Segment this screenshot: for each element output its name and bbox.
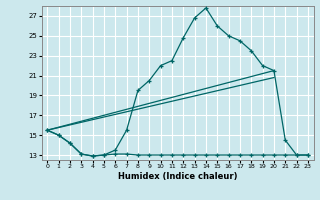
X-axis label: Humidex (Indice chaleur): Humidex (Indice chaleur) [118, 172, 237, 181]
